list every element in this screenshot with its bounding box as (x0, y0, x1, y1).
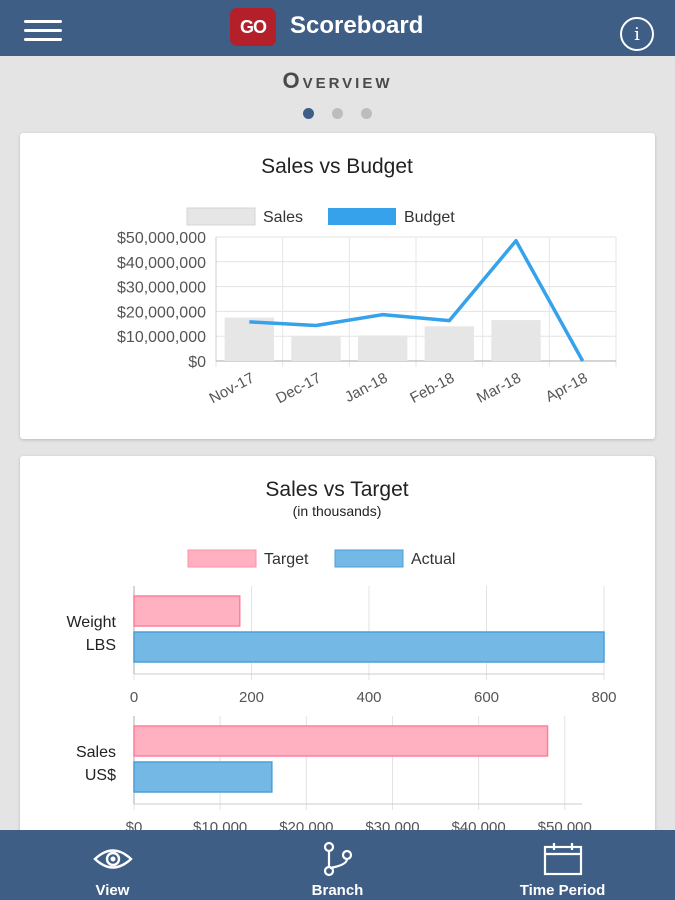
page-dot-2[interactable] (332, 108, 343, 119)
page-title: Overview (282, 68, 393, 93)
chart-title: Sales vs Budget (261, 155, 413, 178)
eye-icon (92, 842, 133, 876)
sales-vs-budget-chart: Sales vs Budget Sales Budget $0 $10,000,000 $… (117, 155, 617, 408)
x-tick-label: Dec-17 (273, 370, 324, 408)
nav-time-period[interactable]: Time Period (450, 830, 675, 900)
branch-icon (321, 841, 355, 877)
y-tick-label: $10,000,000 (117, 329, 206, 346)
y-tick-label: $0 (188, 354, 206, 371)
actual-bar (133, 761, 273, 793)
category-label: Weight (66, 614, 116, 631)
x-tick-label: Nov-17 (207, 370, 258, 408)
app-title: Scoreboard (290, 12, 424, 39)
legend-label-actual: Actual (411, 551, 455, 568)
chart-title: Sales vs Target (265, 478, 408, 501)
bottom-nav: View Branch Time Period (0, 830, 675, 900)
page-indicator (0, 108, 675, 119)
x-tick-label: 200 (239, 689, 264, 706)
page-dot-1[interactable] (303, 108, 314, 119)
chart-subtitle: (in thousands) (293, 503, 382, 519)
sales-vs-budget-card: Sales vs Budget Sales Budget $0 $10,000,000 $… (20, 133, 655, 439)
sales-bar (424, 326, 474, 361)
x-tick-label: Jan-18 (342, 370, 390, 407)
nav-view[interactable]: View (0, 830, 225, 900)
sales-vs-target-chart: Sales vs Target (in thousands) Target Actua… (66, 478, 616, 836)
x-tick-label: Apr-18 (543, 370, 591, 406)
top-bar: GO Scoreboard i (0, 0, 675, 56)
legend-label-target: Target (264, 551, 309, 568)
x-tick-label: 800 (591, 689, 616, 706)
target-bar (133, 595, 241, 627)
legend-swatch-budget (328, 208, 396, 225)
nav-time-period-label: Time Period (519, 882, 606, 899)
sales-bar (291, 336, 341, 361)
x-tick-label: 0 (130, 689, 138, 706)
x-tick-label: Feb-18 (407, 370, 457, 407)
category-label: Sales (76, 744, 116, 761)
nav-branch[interactable]: Branch (225, 830, 450, 900)
sales-bar (358, 335, 408, 361)
target-bar (133, 725, 549, 757)
info-icon[interactable]: i (620, 17, 654, 51)
sales-bar (224, 317, 274, 361)
calendar-icon (543, 842, 583, 876)
legend-swatch-target (187, 549, 257, 568)
x-tick-label: 400 (356, 689, 381, 706)
legend-label-sales: Sales (263, 209, 303, 226)
legend-swatch-sales (186, 207, 256, 226)
app-logo: GO (230, 8, 276, 46)
sales-bar (491, 320, 541, 361)
y-tick-label: $50,000,000 (117, 230, 206, 247)
x-tick-label: 600 (474, 689, 499, 706)
category-label: LBS (86, 637, 116, 654)
y-tick-label: $40,000,000 (117, 255, 206, 272)
x-tick-label: Mar-18 (474, 370, 524, 407)
y-tick-label: $20,000,000 (117, 304, 206, 321)
menu-icon[interactable] (24, 20, 64, 42)
nav-view-label: View (95, 882, 130, 899)
page-dot-3[interactable] (361, 108, 372, 119)
nav-branch-label: Branch (311, 882, 364, 899)
actual-bar (133, 631, 605, 663)
legend-swatch-actual (334, 549, 404, 568)
y-tick-label: $30,000,000 (117, 280, 206, 297)
budget-line (249, 238, 585, 362)
sales-vs-target-card: Sales vs Target (in thousands) Target Actua… (20, 456, 655, 856)
legend-label-budget: Budget (404, 209, 455, 226)
category-label: US$ (85, 767, 116, 784)
